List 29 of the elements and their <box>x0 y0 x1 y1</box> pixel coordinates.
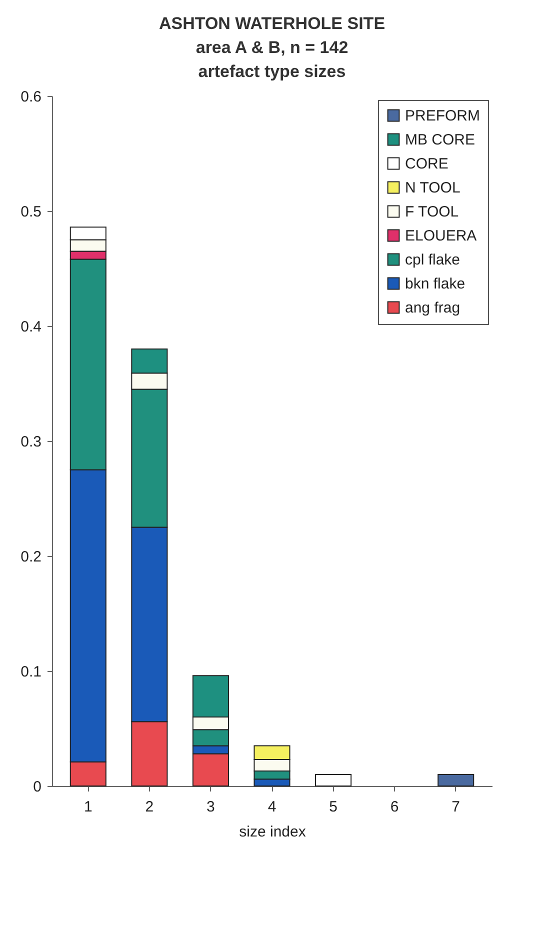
y-tick-label: 0 <box>33 778 42 796</box>
legend-label: MB CORE <box>405 132 476 148</box>
bar <box>438 774 474 786</box>
y-tick-label: 0.4 <box>20 318 42 336</box>
x-axis-title: size index <box>239 824 306 840</box>
bar <box>315 774 352 786</box>
y-tick-label: 0.6 <box>20 88 42 106</box>
legend-label: CORE <box>405 156 448 172</box>
text: area A & B, n = 142 <box>196 38 348 57</box>
y-tick-label: 0.3 <box>20 434 42 450</box>
x-tick-label: 4 <box>268 798 276 816</box>
x-tick-label: 3 <box>206 798 215 816</box>
x-tick-label: 5 <box>329 798 338 816</box>
x-tick-label: 6 <box>390 798 399 816</box>
legend-label: ELOUERA <box>405 228 477 244</box>
legend-label: bkn flake <box>405 276 466 292</box>
y-tick-label: 0.5 <box>20 204 42 220</box>
x-tick-label: 2 <box>145 798 154 816</box>
text: artefact type sizes <box>198 62 346 81</box>
y-tick-label: 0.1 <box>20 664 42 680</box>
x-tick-label: 1 <box>84 798 92 816</box>
y-tick-label: 0.2 <box>20 548 42 566</box>
legend-label: ang frag <box>405 300 460 316</box>
legend-label: PREFORM <box>405 108 480 124</box>
legend-label: F TOOL <box>405 204 459 220</box>
legend-label: cpl flake <box>405 252 460 268</box>
legend-label: N TOOL <box>405 180 460 196</box>
text: ASHTON WATERHOLE SITE <box>158 14 386 33</box>
x-tick-label: 7 <box>452 798 460 816</box>
